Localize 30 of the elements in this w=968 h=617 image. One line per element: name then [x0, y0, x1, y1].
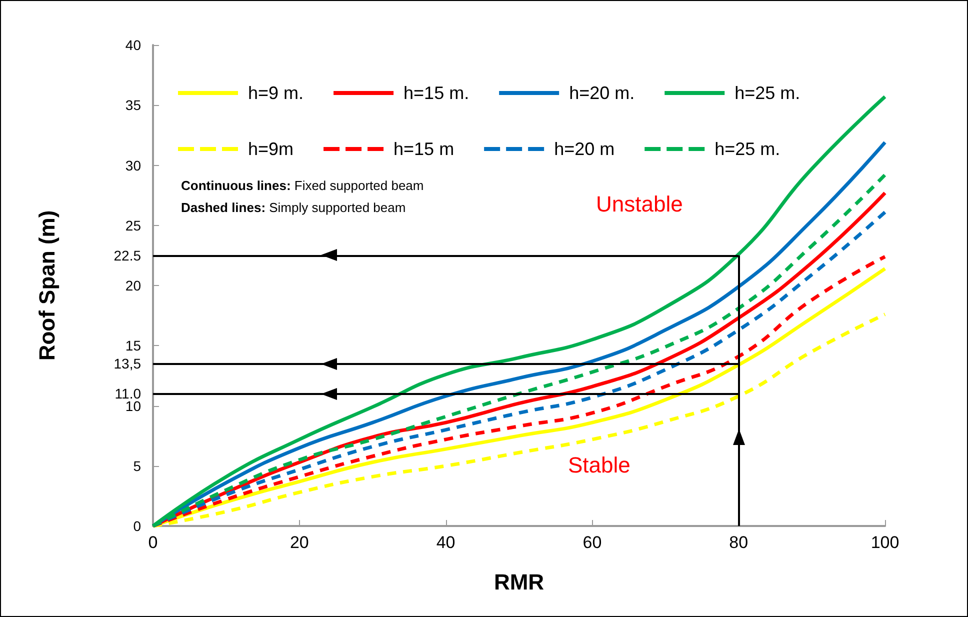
x-axis-title: RMR — [494, 570, 544, 594]
legend-label: h=15 m. — [404, 83, 470, 103]
annotation: Unstable — [596, 192, 683, 216]
annotation: Continuous lines: Fixed supported beam — [181, 178, 424, 193]
x-tick-label: 80 — [729, 533, 748, 552]
x-tick-label: 100 — [870, 533, 900, 552]
x-tick-label: 20 — [290, 533, 309, 552]
annotation: Stable — [568, 452, 630, 478]
y-tick-label: 13,5 — [114, 356, 142, 372]
x-tick-label: 40 — [436, 533, 456, 552]
legend-label: h=9m — [248, 139, 294, 159]
legend-label: h=25 m. — [714, 139, 780, 159]
y-tick-label: 30 — [125, 157, 142, 174]
legend-label: h=9 m. — [248, 83, 304, 103]
y-tick-label: 15 — [125, 338, 142, 354]
x-tick-label: 0 — [148, 533, 158, 552]
y-tick-label: 35 — [125, 97, 142, 114]
legend-label: h=20 m. — [569, 83, 635, 103]
y-tick-label: 25 — [125, 217, 142, 234]
y-tick-label: 5 — [133, 458, 142, 474]
x-tick-label: 60 — [582, 533, 602, 552]
y-axis-title: Roof Span (m) — [34, 210, 60, 361]
legend-label: h=20 m — [554, 139, 615, 159]
annotation: Dashed lines: Simply supported beam — [181, 200, 406, 215]
y-tick-label: 0 — [133, 518, 142, 534]
legend-label: h=15 m — [394, 139, 454, 159]
y-tick-label: 20 — [125, 278, 142, 294]
y-tick-label: 22.5 — [114, 247, 142, 264]
legend-label: h=25 m. — [734, 83, 800, 103]
y-tick-label: 40 — [125, 37, 142, 53]
